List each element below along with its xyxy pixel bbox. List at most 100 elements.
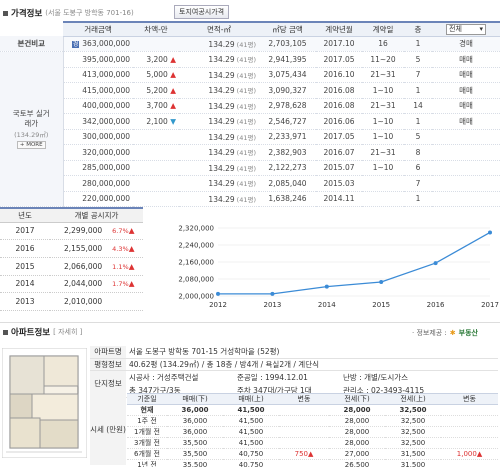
market-price-row: 3개월 전 35,500 41,500 28,000 32,500 [127,437,498,449]
provider-name[interactable]: 부동산 [458,329,478,337]
market-price-value: 35,500 [182,461,208,467]
land-price-cell: 2,044,000 1.7%▲ [50,275,143,294]
pyeong-value: (41평) [236,71,256,80]
diff-value: 3,200 [146,54,168,64]
market-price-cell: 41,500 [223,426,279,438]
area-cell: 134.29 (41평) [179,144,259,161]
data-point [433,261,438,266]
land-price-value: 2,044,000 [64,279,103,289]
col-header-area[interactable]: 면적-㎡ [179,21,259,37]
contract-month-cell: 2017.10 [316,36,362,52]
market-price-row: 1개월 전 36,000 41,500 28,000 32,500 [127,426,498,438]
trade-type-cell: 매매 [432,82,500,99]
land-price-cell: 2,066,000 1.1%▲ [50,257,143,276]
col-header-contract-day[interactable]: 계약일 [362,21,404,37]
area-cell: 134.29 (41평) [179,191,259,207]
area-cell: 134.29 (41평) [179,129,259,145]
market-price-value: 40,750 [238,461,264,467]
market-price-value: 31,500 [400,450,426,458]
type-filter-select[interactable]: 전체 ▾ [446,24,486,35]
price-cell: 342,000,000 [63,113,133,130]
more-button[interactable]: + MORE [16,141,46,149]
price-row[interactable]: 국토부 실거래가 (134.29㎡) + MORE 395,000,000 3,200 … [0,51,500,207]
arrow-up-icon: ▲ [167,85,176,95]
market-price-cell: 1주 전 [127,415,167,427]
diff-value: 3,700 [146,101,168,111]
price-row[interactable]: 400,000,000 3,700 ▲ 134.29 (41평) 2,978,628 20… [0,98,500,114]
market-price-cell: 27,000 [329,448,385,460]
apt-size-value: 40.62평 (134.29㎡) / 총 18층 / 방4개 / 욕실2개 / … [126,358,498,371]
col-header-unit-price[interactable]: ㎡당 금액 [259,21,316,37]
apt-detail-link[interactable]: [ 자세히 ] [53,328,83,336]
trade-type-cell [432,160,500,176]
subject-compare-label: 본건비교 [0,36,64,52]
floor-cell: 7 [404,175,432,192]
diff-value: 5,000 [146,70,168,80]
market-price-cell: 32,500 [385,437,441,449]
price-row[interactable]: 285,000,000 134.29 (41평) 2,122,273 2015.07 1~… [0,160,500,176]
unit-price-cell: 3,075,434 [259,67,316,83]
price-row[interactable]: 415,000,000 5,200 ▲ 134.29 (41평) 3,090,327 20… [0,82,500,99]
contract-month-cell: 2016.10 [316,67,362,83]
contract-month-cell: 2015.07 [316,160,362,176]
unit-price-cell: 2,122,273 [259,160,316,176]
arrow-up-icon: ▲ [128,244,135,254]
area-cell: 134.29 (41평) [179,67,259,83]
floor-plan-image[interactable] [2,348,87,458]
floor-cell: 7 [404,67,432,83]
y-tick-label: 2,080,000 [178,276,214,284]
market-price-cell: 28,000 [329,437,385,449]
col-header-price[interactable]: 거래금액 [63,21,133,37]
price-cell: 경 363,000,000 [63,36,133,52]
price-row[interactable]: 320,000,000 134.29 (41평) 2,382,903 2016.07 21… [0,144,500,161]
floor-cell: 5 [404,129,432,145]
contract-month-cell: 2017.05 [316,129,362,145]
market-price-value: 28,000 [344,417,370,425]
market-price-cell: 26,500 [329,459,385,467]
trade-type-cell [432,175,500,192]
chevron-down-icon: ▾ [479,25,483,34]
area-value: 134.29 [208,163,235,173]
arrow-up-icon: ▲ [167,54,176,64]
y-tick-label: 2,000,000 [178,293,214,301]
market-price-cell: 32,500 [385,415,441,427]
complex-grid: 시공사 : 거성주택건설 준공일 : 1994.12.01 난방 : 개별/도시… [126,371,498,397]
growth-pct: 1.1% [112,262,129,271]
price-cell: 285,000,000 [63,160,133,176]
market-price-cell: 40,750 [223,459,279,467]
market-price-value: 27,000 [344,450,370,458]
mp-header-sale-change: 변동 [279,393,329,405]
complex-completion: 준공일 : 1994.12.01 [237,372,308,382]
col-header-contract-month[interactable]: 계약년월 [316,21,362,37]
col-header-floor[interactable]: 층 [404,21,432,37]
unit-price-cell: 3,090,327 [259,82,316,99]
price-row[interactable]: 413,000,000 5,000 ▲ 134.29 (41평) 3,075,434 20… [0,67,500,83]
price-cell: 220,000,000 [63,191,133,207]
market-price-value: 41,500 [238,439,264,447]
col-header-diff[interactable]: 차액-만 [133,21,179,37]
complex-heating: 난방 : 개별/도시가스 [343,372,409,382]
price-row[interactable]: 300,000,000 134.29 (41평) 2,233,971 2017.05 1~… [0,129,500,145]
land-price-button[interactable]: 토지여공시가격 [174,5,230,19]
price-row[interactable]: 본건비교 경 363,000,000 134.29 (41평) 2,703,105 2017… [0,36,500,52]
price-row[interactable]: 280,000,000 134.29 (41평) 2,085,040 2015.03 7 [0,175,500,192]
market-price-value: 32,500 [400,428,426,436]
trade-type-cell: 매매 [432,98,500,114]
price-row[interactable]: 220,000,000 134.29 (41평) 1,638,246 2014.11 1 [0,191,500,207]
trade-type-cell: 매매 [432,67,500,83]
price-table: 거래금액 차액-만 면적-㎡ ㎡당 금액 계약년월 계약일 층 전체 ▾ 본건비… [0,21,500,207]
contract-day-cell: 1~10 [362,129,404,145]
area-value: 134.29 [208,117,235,127]
market-price-cell: 31,500 [385,459,441,467]
pyeong-value: (41평) [236,149,256,158]
unit-price-cell: 2,703,105 [259,36,316,52]
price-info-header: 가격정보 (서울 도봉구 방학동 701-16) [3,7,134,19]
pyeong-value: (41평) [236,118,256,127]
apt-detail-table: 아파트명 서울 도봉구 방학동 701-15 거성학마을 (52평) 평형정보 … [90,346,498,398]
unit-price-cell: 2,978,628 [259,98,316,114]
market-price-cell: 28,000 [329,426,385,438]
market-price-cell: 6개월 전 [127,448,167,460]
price-row[interactable]: 342,000,000 2,100 ▼ 134.29 (41평) 2,546,727 20… [0,113,500,130]
market-price-value: 3개월 전 [134,439,160,447]
unit-price-cell: 2,085,040 [259,175,316,192]
